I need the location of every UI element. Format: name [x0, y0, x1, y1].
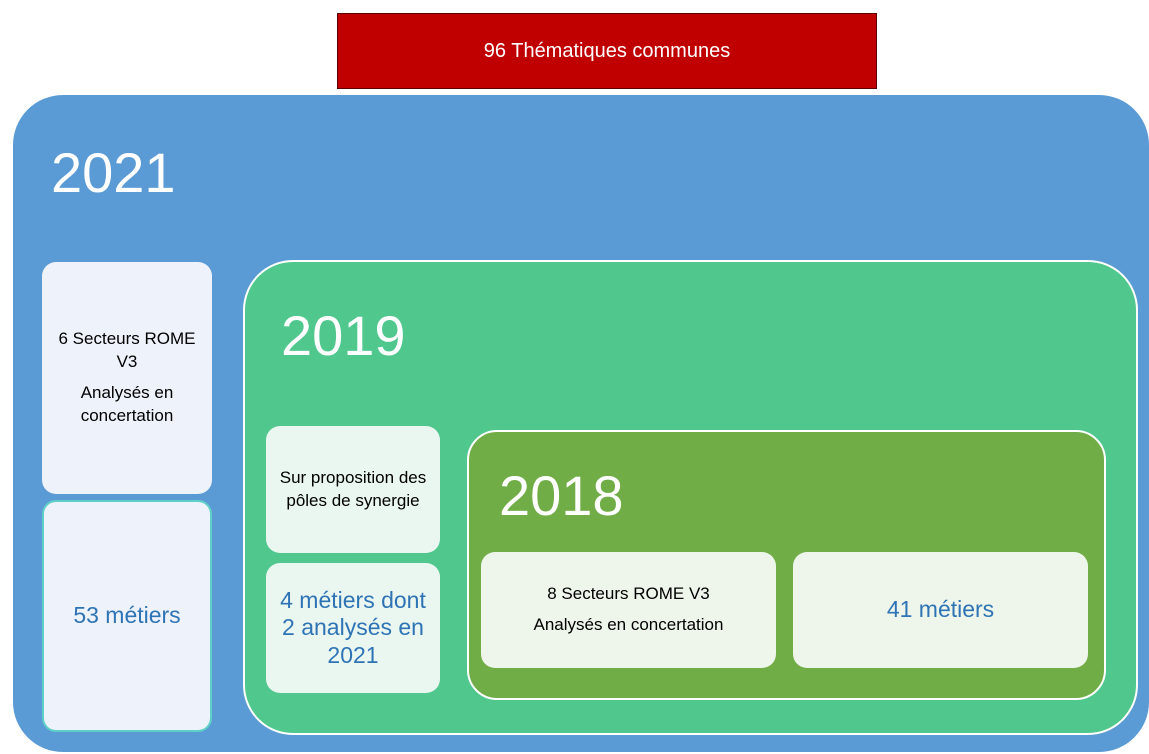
year: 2019 — [281, 304, 406, 367]
info-box: Sur proposition des pôles de synergie — [266, 426, 440, 553]
box-text: 53 métiers — [73, 602, 181, 629]
box-text: Analysés en concertation — [533, 615, 724, 634]
info-box: 6 Secteurs ROME V3 Analysés en concertati… — [42, 262, 212, 494]
year: 2021 — [51, 141, 176, 204]
box-text: Analysés en concertation — [80, 383, 174, 425]
title: 96 Thématiques communes — [483, 39, 731, 62]
box-text: 4 métiers dont 2 analysés en 2021 — [280, 586, 426, 668]
count-box: 53 métiers — [42, 500, 212, 732]
box-text: 8 Secteurs ROME V3 — [547, 584, 710, 604]
box-text: 6 Secteurs ROME V3 — [58, 329, 196, 372]
count-box: 4 métiers dont 2 analysés en 2021 — [266, 563, 440, 693]
year: 2018 — [499, 464, 624, 527]
count-box: 41 métiers — [793, 552, 1088, 668]
info-box: 8 Secteurs ROME V3 Analysés en concertati… — [481, 552, 776, 668]
box-text: 41 métiers — [886, 596, 995, 623]
box-text: Sur proposition des pôles de synergie — [279, 467, 427, 510]
title-box: 96 Thématiques communes — [337, 13, 877, 89]
